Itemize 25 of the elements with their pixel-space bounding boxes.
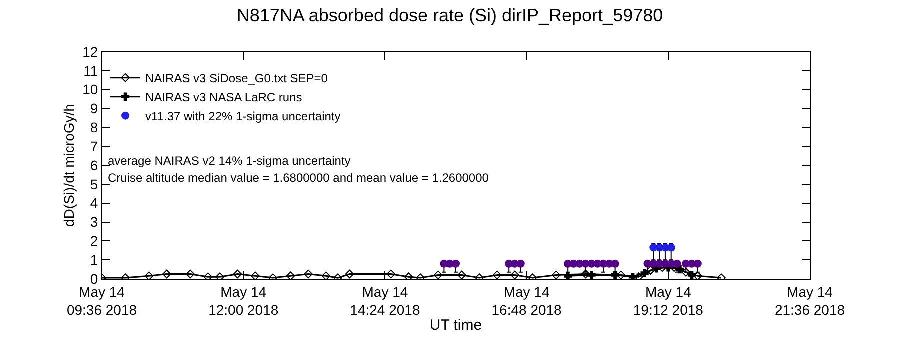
x-tick-label: May 14 21:36 2018 <box>774 284 846 318</box>
y-tick-label: 12 <box>82 44 98 60</box>
x-tick-label: May 14 12:00 2018 <box>208 284 279 318</box>
y-tick-label: 3 <box>90 214 98 230</box>
y-tick-label: 9 <box>90 100 98 117</box>
y-tick-label: 5 <box>90 176 98 192</box>
annotation: Cruise altitude median value = 1.6800000 and mean value = 1.2600000 <box>108 171 490 185</box>
y-tick-label: 4 <box>90 195 98 212</box>
legend-label: NAIRAS v3 SiDose_G0.txt SEP=0 <box>146 72 328 86</box>
annotation: average NAIRAS v2 14% 1-sigma uncertainty <box>108 154 351 168</box>
y-tick-label: 11 <box>84 62 98 79</box>
chart-title: N817NA absorbed dose rate (Si) dirIP_Report_59780 <box>236 5 664 26</box>
x-tick-label: May 14 19:12 2018 <box>633 284 704 318</box>
legend-label: v11.37 with 22% 1-sigma uncertainty <box>146 110 341 124</box>
y-tick-label: 7 <box>90 138 98 154</box>
y-axis-title: dD(Si)/dt microGy/h <box>61 104 78 227</box>
y-tick-label: 2 <box>90 233 98 250</box>
x-tick-label: May 14 14:24 2018 <box>350 284 420 318</box>
y-tick-label: 6 <box>90 157 98 174</box>
x-axis-title: UT time <box>430 317 482 334</box>
legend-label: NAIRAS v3 NASA LaRC runs <box>146 90 302 105</box>
y-tick-label: 1 <box>90 252 98 268</box>
y-tick-label: 10 <box>82 82 98 98</box>
x-tick-label: May 14 16:48 2018 <box>492 284 562 318</box>
y-tick-label: 8 <box>90 120 98 136</box>
